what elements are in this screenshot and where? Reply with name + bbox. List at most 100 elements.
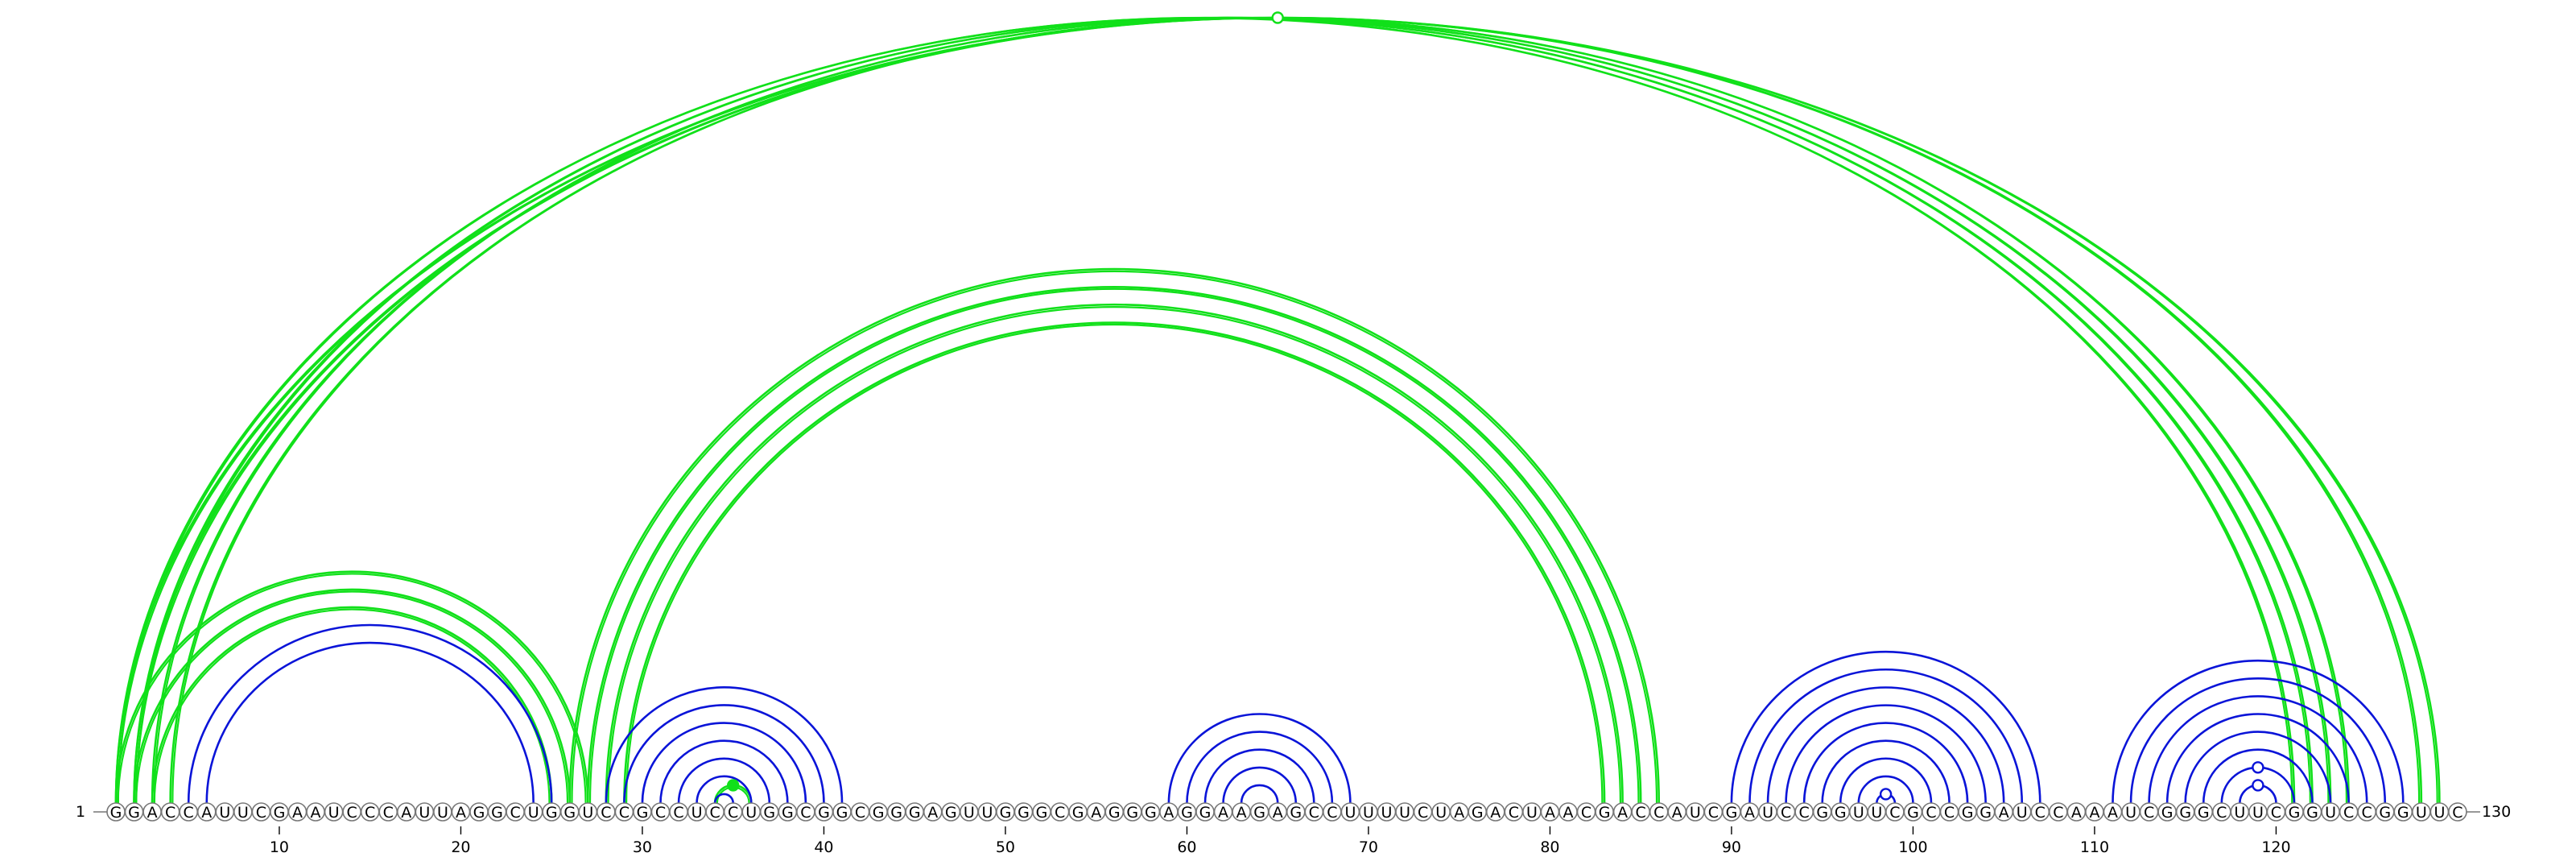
nucleotide: U xyxy=(578,802,598,822)
nucleotide-letter: C xyxy=(365,804,375,822)
nucleotide: G xyxy=(559,802,580,822)
nucleotide-letter: G xyxy=(491,804,503,822)
nucleotide: U xyxy=(2429,802,2450,822)
nucleotide: U xyxy=(2121,802,2140,822)
nucleotide: U xyxy=(1377,802,1397,822)
nucleotide-letter: C xyxy=(1926,804,1936,822)
nucleotide-letter: A xyxy=(1490,804,1501,822)
nucleotide-circle xyxy=(2448,802,2467,822)
nucleotide-letter: A xyxy=(1454,804,1464,822)
nucleotide-letter: A xyxy=(1999,804,2009,822)
nucleotide-letter: C xyxy=(2035,804,2046,822)
nucleotide: C xyxy=(1631,802,1650,822)
nucleotide: G xyxy=(1177,802,1197,822)
nucleotide-letter: G xyxy=(1108,804,1121,822)
nucleotide-letter: U xyxy=(437,804,448,822)
nucleotide: U xyxy=(1395,802,1414,822)
nucleotide-letter: A xyxy=(2107,804,2118,822)
nucleotide: G xyxy=(1104,802,1125,822)
nucleotide: U xyxy=(215,802,235,822)
green-arc xyxy=(114,16,2441,804)
nucleotide: G xyxy=(1903,802,1923,822)
nucleotide: U xyxy=(1849,802,1868,822)
green-arc xyxy=(117,16,2438,804)
green-arcs-layer xyxy=(114,16,2441,804)
nucleotide-letter: G xyxy=(1726,804,1738,822)
nucleotide: C xyxy=(506,802,525,822)
nucleotide-letter: G xyxy=(818,804,830,822)
nucleotide: C xyxy=(796,802,815,822)
nucleotide-letter: C xyxy=(383,804,394,822)
nucleotide: A xyxy=(2103,802,2123,822)
nucleotide: G xyxy=(542,802,562,822)
tick-label: 110 xyxy=(2080,838,2109,856)
nucleotide-letter: C xyxy=(1781,804,1791,822)
nucleotide: C xyxy=(1939,802,1959,822)
nucleotide-letter: U xyxy=(2252,804,2264,822)
nucleotide: G xyxy=(2375,802,2395,822)
nucleotide: G xyxy=(270,802,289,822)
nucleotide: C xyxy=(1885,802,1905,822)
blue-arc xyxy=(205,641,535,804)
nucleotide-letter: G xyxy=(546,804,558,822)
nucleotide: G xyxy=(1595,802,1614,822)
nucleotide-letter: U xyxy=(328,804,340,822)
nucleotide: G xyxy=(759,802,779,822)
nucleotide-letter: U xyxy=(219,804,230,822)
nucleotide-letter: U xyxy=(691,804,703,822)
nucleotide-letter: U xyxy=(2416,804,2427,822)
nucleotide-letter: U xyxy=(582,804,593,822)
nucleotide: G xyxy=(941,802,961,822)
nucleotide-letter: U xyxy=(2017,804,2028,822)
nucleotide: C xyxy=(1304,802,1324,822)
blue-arc xyxy=(1203,748,1315,804)
nucleotide-letter: A xyxy=(1563,804,1574,822)
nucleotide: A xyxy=(396,802,416,822)
nucleotide-letter: G xyxy=(2161,804,2174,822)
nucleotide-letter: A xyxy=(311,804,321,822)
nucleotide: C xyxy=(1576,802,1596,822)
nucleotide-letter: A xyxy=(1545,804,1555,822)
nucleotide: G xyxy=(633,802,652,822)
blue-arc xyxy=(677,757,771,804)
tick-label: 30 xyxy=(633,838,652,856)
nucleotide-letter: G xyxy=(2379,804,2391,822)
nucleotide: C xyxy=(723,802,743,822)
nucleotide: C xyxy=(1922,802,1941,822)
nucleotide-letter: G xyxy=(1290,804,1302,822)
arc-markers-layer xyxy=(727,11,2264,801)
nucleotide: G xyxy=(778,802,798,822)
green-arc xyxy=(623,321,1606,804)
nucleotide-letter: G xyxy=(128,804,140,822)
nucleotide: G xyxy=(1812,802,1832,822)
nucleotide-letter: G xyxy=(564,804,576,822)
blue-arc xyxy=(2202,748,2314,804)
nucleotide-letter: G xyxy=(274,804,286,822)
nucleotide: C xyxy=(2212,802,2231,822)
nucleotide-letter: C xyxy=(1636,804,1646,822)
nucleotide-letter: A xyxy=(1273,804,1283,822)
nucleotide-letter: C xyxy=(1799,804,1810,822)
nucleotide: G xyxy=(124,802,144,822)
nucleotide: G xyxy=(2175,802,2195,822)
nucleotide: U xyxy=(2230,802,2250,822)
nucleotide-letter: C xyxy=(855,804,865,822)
nucleotide-letter: U xyxy=(1363,804,1374,822)
nucleotide-letter: C xyxy=(510,804,520,822)
nucleotide: A xyxy=(1232,802,1251,822)
nucleotide: G xyxy=(1958,802,1977,822)
nucleotide: A xyxy=(142,802,162,822)
nucleotide: A xyxy=(196,802,217,822)
arc-marker xyxy=(727,779,740,792)
green-arc xyxy=(135,16,2421,804)
nucleotide-letter: C xyxy=(184,804,194,822)
nucleotide: C xyxy=(2139,802,2159,822)
nucleotide: U xyxy=(977,802,997,822)
nucleotide-letter: G xyxy=(473,804,485,822)
nucleotide-letter: C xyxy=(655,804,666,822)
blue-arc xyxy=(713,793,734,804)
nucleotide: C xyxy=(2030,802,2050,822)
green-arc xyxy=(169,16,2350,804)
